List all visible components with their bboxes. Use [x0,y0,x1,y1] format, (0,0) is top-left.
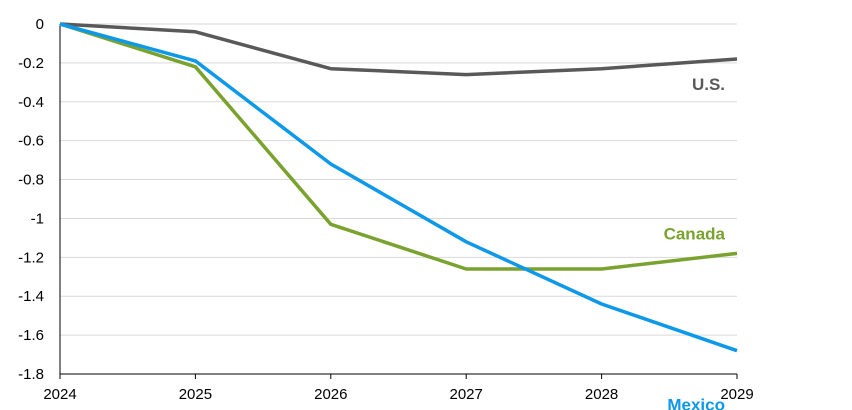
y-tick-label: -1.4 [18,288,44,305]
series-lines [59,22,738,353]
y-tick-label: 0 [36,16,44,33]
series-line-canada [59,22,738,271]
series-label: Canada [664,224,726,243]
y-tick-label: -1 [31,210,44,227]
y-tick-labels: 0 -0.2 -0.4 -0.6 -0.8 -1 -1.2 -1.4 -1.6 -1.8 [18,16,44,383]
x-tick-label: 2024 [43,386,76,403]
x-tick-label: 2027 [450,386,483,403]
y-tick-label: -1.2 [18,249,44,266]
series-label: Mexico [667,396,725,410]
x-tick-labels: 2024 2025 2026 2027 2028 2029 [43,386,753,403]
y-tick-label: -0.6 [18,133,44,150]
x-tick-label: 2026 [314,386,347,403]
series-line-mexico [59,22,738,353]
x-tick-label: 2025 [179,386,212,403]
y-tick-label: -0.2 [18,55,44,72]
y-tick-label: -1.8 [18,366,44,383]
axes [59,24,738,379]
gridlines [60,23,737,336]
y-tick-label: -1.6 [18,327,44,344]
x-tick-label: 2029 [720,386,753,403]
x-tick-label: 2028 [585,386,618,403]
y-tick-label: -0.8 [18,172,44,189]
series-labels: U.S. Canada Mexico [664,75,726,410]
series-label: U.S. [692,75,725,94]
y-tick-label: -0.4 [18,94,44,111]
series-line-u-s [59,22,738,77]
